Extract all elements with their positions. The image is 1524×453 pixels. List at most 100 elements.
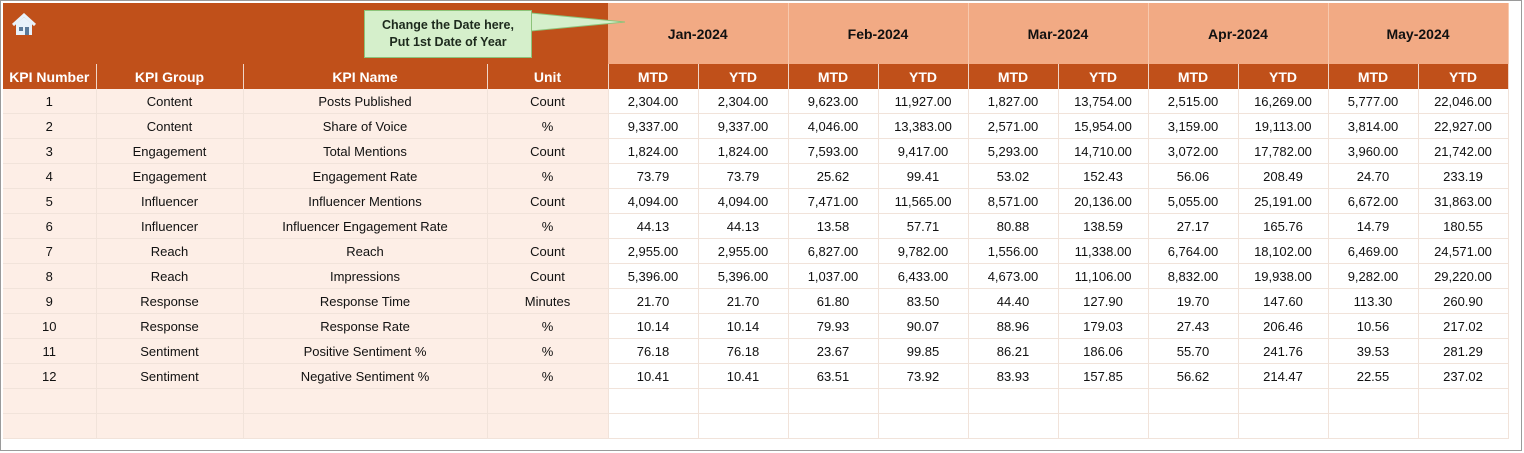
mtd-value-cell[interactable]: 1,824.00 (608, 138, 699, 164)
kpi-name-cell[interactable]: Engagement Rate (243, 163, 488, 189)
kpi-group-cell[interactable]: Sentiment (96, 363, 244, 389)
empty-cell[interactable] (1238, 388, 1329, 414)
ytd-value-cell[interactable]: 19,113.00 (1238, 113, 1329, 139)
mtd-value-cell[interactable]: 13.58 (788, 213, 879, 239)
empty-cell[interactable] (968, 413, 1059, 439)
ytd-value-cell[interactable]: 22,046.00 (1418, 89, 1509, 114)
month-header[interactable]: Apr-2024 (1148, 3, 1329, 64)
empty-cell[interactable] (788, 388, 879, 414)
ytd-value-cell[interactable]: 138.59 (1058, 213, 1149, 239)
empty-cell[interactable] (243, 388, 488, 414)
month-header[interactable]: Mar-2024 (968, 3, 1149, 64)
empty-cell[interactable] (243, 413, 488, 439)
ytd-value-cell[interactable]: 73.92 (878, 363, 969, 389)
ytd-value-cell[interactable]: 9,782.00 (878, 238, 969, 264)
kpi-name-cell[interactable]: Positive Sentiment % (243, 338, 488, 364)
mtd-value-cell[interactable]: 73.79 (608, 163, 699, 189)
mtd-value-cell[interactable]: 53.02 (968, 163, 1059, 189)
kpi-group-cell[interactable]: Reach (96, 263, 244, 289)
mtd-value-cell[interactable]: 10.41 (608, 363, 699, 389)
kpi-name-cell[interactable]: Response Rate (243, 313, 488, 339)
mtd-value-cell[interactable]: 8,571.00 (968, 188, 1059, 214)
kpi-name-cell[interactable]: Reach (243, 238, 488, 264)
empty-cell[interactable] (1418, 388, 1509, 414)
ytd-value-cell[interactable]: 186.06 (1058, 338, 1149, 364)
ytd-value-cell[interactable]: 10.41 (698, 363, 789, 389)
ytd-value-cell[interactable]: 241.76 (1238, 338, 1329, 364)
ytd-value-cell[interactable]: 90.07 (878, 313, 969, 339)
empty-cell[interactable] (1328, 413, 1419, 439)
mtd-value-cell[interactable]: 2,304.00 (608, 89, 699, 114)
mtd-value-cell[interactable]: 6,469.00 (1328, 238, 1419, 264)
mtd-value-cell[interactable]: 44.13 (608, 213, 699, 239)
ytd-value-cell[interactable]: 57.71 (878, 213, 969, 239)
empty-cell[interactable] (1328, 388, 1419, 414)
ytd-value-cell[interactable]: 11,927.00 (878, 89, 969, 114)
mtd-value-cell[interactable]: 6,764.00 (1148, 238, 1239, 264)
mtd-value-cell[interactable]: 10.56 (1328, 313, 1419, 339)
kpi-group-cell[interactable]: Sentiment (96, 338, 244, 364)
mtd-value-cell[interactable]: 80.88 (968, 213, 1059, 239)
mtd-value-cell[interactable]: 21.70 (608, 288, 699, 314)
ytd-value-cell[interactable]: 152.43 (1058, 163, 1149, 189)
unit-cell[interactable]: % (487, 313, 609, 339)
ytd-value-cell[interactable]: 13,383.00 (878, 113, 969, 139)
kpi-number-cell[interactable]: 2 (3, 113, 97, 139)
mtd-value-cell[interactable]: 9,282.00 (1328, 263, 1419, 289)
mtd-value-cell[interactable]: 2,515.00 (1148, 89, 1239, 114)
month-header[interactable]: Jan-2024 (608, 3, 789, 64)
ytd-value-cell[interactable]: 19,938.00 (1238, 263, 1329, 289)
ytd-value-cell[interactable]: 281.29 (1418, 338, 1509, 364)
mtd-value-cell[interactable]: 3,072.00 (1148, 138, 1239, 164)
kpi-number-cell[interactable]: 4 (3, 163, 97, 189)
mtd-value-cell[interactable]: 25.62 (788, 163, 879, 189)
ytd-value-cell[interactable]: 21.70 (698, 288, 789, 314)
mtd-value-cell[interactable]: 3,159.00 (1148, 113, 1239, 139)
mtd-value-cell[interactable]: 5,055.00 (1148, 188, 1239, 214)
ytd-value-cell[interactable]: 233.19 (1418, 163, 1509, 189)
ytd-value-cell[interactable]: 99.85 (878, 338, 969, 364)
mtd-value-cell[interactable]: 3,960.00 (1328, 138, 1419, 164)
kpi-group-cell[interactable]: Influencer (96, 188, 244, 214)
ytd-value-cell[interactable]: 76.18 (698, 338, 789, 364)
unit-cell[interactable]: Count (487, 89, 609, 114)
ytd-value-cell[interactable]: 179.03 (1058, 313, 1149, 339)
mtd-value-cell[interactable]: 24.70 (1328, 163, 1419, 189)
kpi-number-cell[interactable]: 7 (3, 238, 97, 264)
mtd-value-cell[interactable]: 7,471.00 (788, 188, 879, 214)
empty-cell[interactable] (698, 388, 789, 414)
mtd-value-cell[interactable]: 9,337.00 (608, 113, 699, 139)
ytd-value-cell[interactable]: 73.79 (698, 163, 789, 189)
ytd-value-cell[interactable]: 6,433.00 (878, 263, 969, 289)
kpi-group-cell[interactable]: Reach (96, 238, 244, 264)
empty-cell[interactable] (3, 388, 97, 414)
kpi-group-cell[interactable]: Engagement (96, 138, 244, 164)
mtd-value-cell[interactable]: 113.30 (1328, 288, 1419, 314)
mtd-value-cell[interactable]: 27.43 (1148, 313, 1239, 339)
empty-cell[interactable] (608, 388, 699, 414)
kpi-number-cell[interactable]: 6 (3, 213, 97, 239)
kpi-number-cell[interactable]: 8 (3, 263, 97, 289)
mtd-value-cell[interactable]: 56.06 (1148, 163, 1239, 189)
mtd-value-cell[interactable]: 19.70 (1148, 288, 1239, 314)
unit-cell[interactable]: Minutes (487, 288, 609, 314)
ytd-value-cell[interactable]: 4,094.00 (698, 188, 789, 214)
kpi-group-cell[interactable]: Influencer (96, 213, 244, 239)
mtd-value-cell[interactable]: 23.67 (788, 338, 879, 364)
mtd-value-cell[interactable]: 39.53 (1328, 338, 1419, 364)
unit-cell[interactable]: Count (487, 188, 609, 214)
unit-cell[interactable]: % (487, 338, 609, 364)
mtd-value-cell[interactable]: 1,556.00 (968, 238, 1059, 264)
mtd-value-cell[interactable]: 14.79 (1328, 213, 1419, 239)
mtd-value-cell[interactable]: 55.70 (1148, 338, 1239, 364)
empty-cell[interactable] (3, 413, 97, 439)
kpi-name-cell[interactable]: Influencer Mentions (243, 188, 488, 214)
ytd-value-cell[interactable]: 147.60 (1238, 288, 1329, 314)
empty-cell[interactable] (1148, 388, 1239, 414)
ytd-value-cell[interactable]: 18,102.00 (1238, 238, 1329, 264)
home-icon[interactable] (11, 12, 37, 42)
mtd-value-cell[interactable]: 3,814.00 (1328, 113, 1419, 139)
empty-cell[interactable] (487, 413, 609, 439)
ytd-value-cell[interactable]: 14,710.00 (1058, 138, 1149, 164)
kpi-number-cell[interactable]: 12 (3, 363, 97, 389)
